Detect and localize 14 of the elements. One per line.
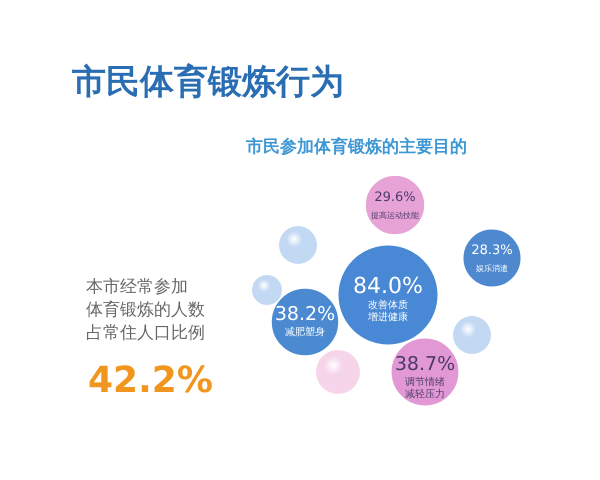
data-label: 38.2% (274, 303, 336, 325)
text: 市民体育锻炼行为 (71, 62, 344, 102)
data-label: 84.0% (353, 274, 423, 299)
text: 市民参加体育锻炼的主要目的 (245, 136, 467, 157)
category-label: 调节情绪减轻压力 (405, 376, 445, 400)
text: 本市经常参加体育锻炼的人数占常住人口比例 (86, 277, 205, 343)
category-label: 改善体质增进健康 (367, 299, 408, 323)
data-label: 28.3% (471, 243, 513, 258)
data-label: 38.7% (394, 353, 456, 375)
category-label: 提高运动技能 (371, 211, 419, 220)
category-label: 减肥塑身 (285, 326, 325, 338)
data-label: 29.6% (374, 190, 416, 205)
text: 42.2% (88, 360, 213, 401)
category-label: 娱乐消遣 (476, 264, 508, 273)
